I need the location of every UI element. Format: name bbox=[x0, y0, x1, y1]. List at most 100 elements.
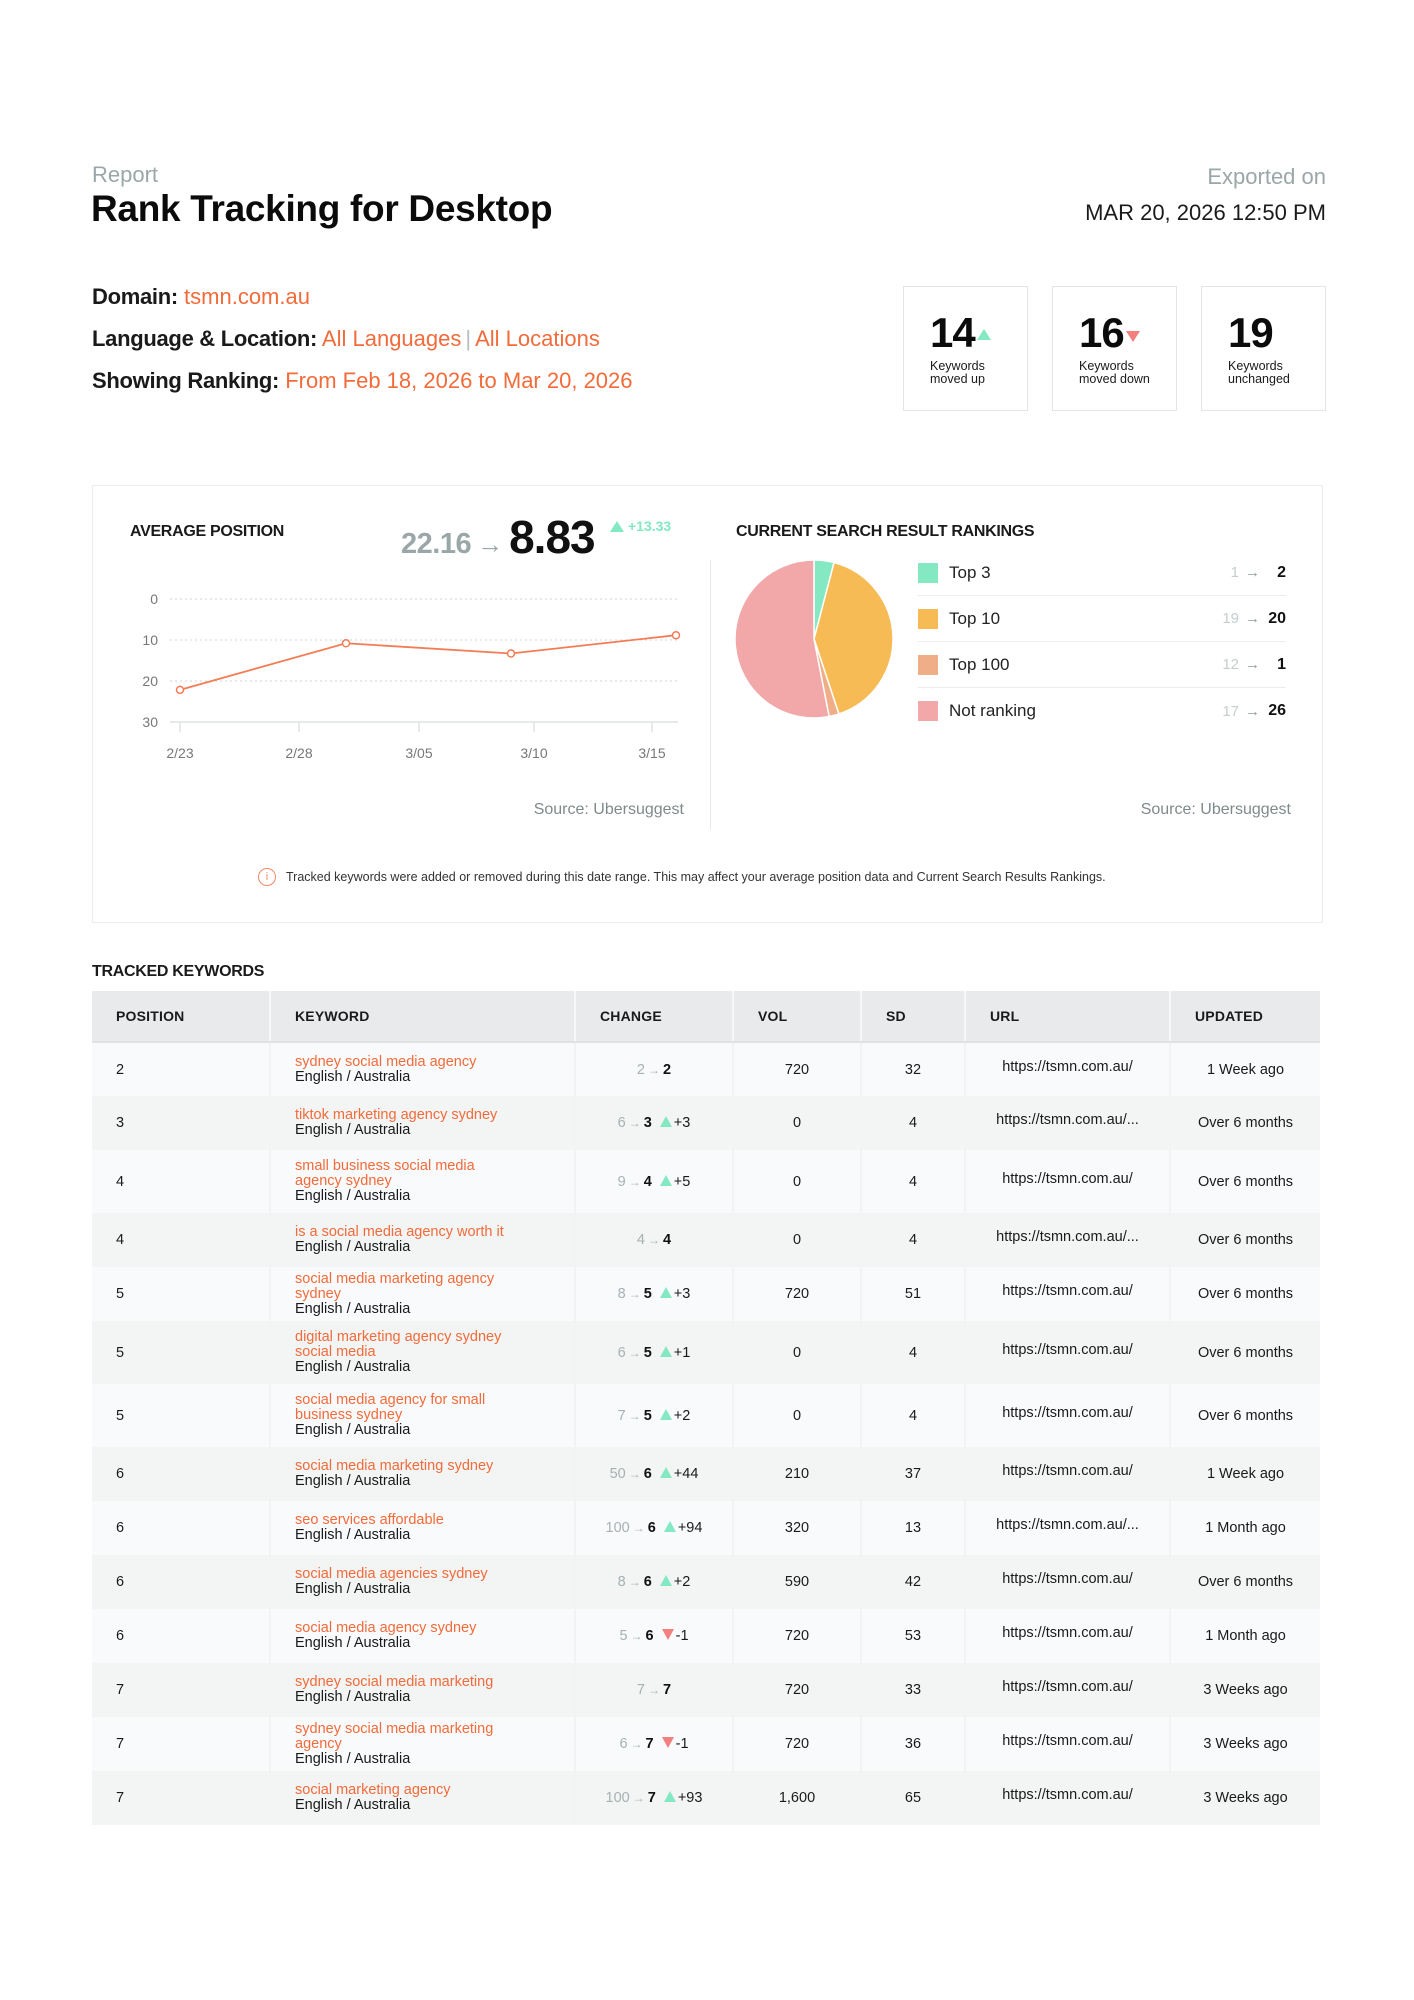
arrow-right-icon: → bbox=[1245, 564, 1260, 581]
table-row[interactable]: 6 seo services affordable English / Austra… bbox=[92, 1501, 1320, 1555]
table-row[interactable]: 7 sydney social media marketing English / … bbox=[92, 1663, 1320, 1717]
position-cell: 5 bbox=[92, 1267, 271, 1321]
vol-cell: 210 bbox=[733, 1447, 862, 1501]
panel-divider bbox=[710, 560, 711, 830]
data-point bbox=[506, 649, 516, 658]
triangle-up-icon bbox=[659, 1345, 672, 1357]
url-link[interactable]: https://tsmn.com.au/... bbox=[996, 1112, 1139, 1128]
url-cell: https://tsmn.com.au/ bbox=[965, 1267, 1171, 1321]
table-row[interactable]: 2 sydney social media agency English / Aus… bbox=[92, 1042, 1320, 1096]
url-link[interactable]: https://tsmn.com.au/ bbox=[1002, 1571, 1133, 1587]
keyword-link[interactable]: sydney social media marketing bbox=[295, 1674, 494, 1690]
table-row[interactable]: 7 social marketing agency English / Austra… bbox=[92, 1771, 1320, 1825]
rankings-source: Source: Ubersuggest bbox=[1140, 801, 1291, 818]
url-link[interactable]: https://tsmn.com.au/ bbox=[1002, 1679, 1133, 1695]
keyword-link[interactable]: is a social media agency worth it bbox=[295, 1224, 504, 1240]
table-row[interactable]: 4 small business social media agency sydn… bbox=[92, 1150, 1320, 1213]
vol-cell: 590 bbox=[733, 1555, 862, 1609]
keyword-location: English / Australia bbox=[295, 1635, 411, 1651]
position-cell: 6 bbox=[92, 1609, 271, 1663]
keyword-link[interactable]: social marketing agency bbox=[295, 1782, 451, 1798]
keyword-location: English / Australia bbox=[295, 1359, 411, 1375]
x-tick-label: 2/23 bbox=[166, 745, 193, 761]
table-row[interactable]: 5 digital marketing agency sydney social … bbox=[92, 1321, 1320, 1384]
change-new: 6 bbox=[645, 1628, 654, 1644]
url-link[interactable]: https://tsmn.com.au/ bbox=[1002, 1283, 1133, 1299]
url-link[interactable]: https://tsmn.com.au/ bbox=[1002, 1787, 1133, 1803]
stat-value: 14 bbox=[930, 309, 976, 356]
position-cell: 7 bbox=[92, 1771, 271, 1825]
updated-cell: Over 6 months bbox=[1170, 1096, 1320, 1150]
arrow-right-icon: → bbox=[477, 529, 504, 559]
col-updated[interactable]: UPDATED bbox=[1170, 991, 1320, 1043]
keyword-link[interactable]: social media marketing sydney bbox=[295, 1458, 494, 1474]
url-link[interactable]: https://tsmn.com.au/ bbox=[1002, 1058, 1133, 1075]
table-row[interactable]: 5 social media marketing agency sydney Eng… bbox=[92, 1267, 1320, 1321]
col-vol[interactable]: VOL bbox=[733, 991, 862, 1043]
sd-cell: 37 bbox=[861, 1447, 966, 1501]
url-link[interactable]: https://tsmn.com.au/... bbox=[996, 1229, 1139, 1245]
updated-cell: 1 Week ago bbox=[1170, 1447, 1320, 1501]
url-link[interactable]: https://tsmn.com.au/ bbox=[1002, 1404, 1133, 1421]
keyword-link[interactable]: social media marketing agency sydney bbox=[295, 1270, 495, 1302]
table-row[interactable]: 6 social media agency sydney English / Aus… bbox=[92, 1609, 1320, 1663]
url-link[interactable]: https://tsmn.com.au/ bbox=[1002, 1463, 1133, 1479]
url-link[interactable]: https://tsmn.com.au/ bbox=[1002, 1170, 1133, 1187]
info-icon: i bbox=[258, 868, 276, 886]
updated-cell: 3 Weeks ago bbox=[1170, 1663, 1320, 1717]
updated-cell: Over 6 months bbox=[1170, 1384, 1320, 1447]
keyword-cell: sydney social media marketing English / A… bbox=[270, 1663, 576, 1717]
keyword-link[interactable]: digital marketing agency sydney social m… bbox=[295, 1329, 502, 1360]
legend-row: Top 100 12 → 1 bbox=[918, 642, 1286, 688]
position-cell: 7 bbox=[92, 1663, 271, 1717]
change-new: 6 bbox=[643, 1574, 652, 1590]
ranking-label: Showing Ranking: bbox=[92, 368, 280, 393]
sd-cell: 51 bbox=[861, 1267, 966, 1321]
updated-cell: Over 6 months bbox=[1170, 1213, 1320, 1267]
updated-cell: 1 Month ago bbox=[1170, 1501, 1320, 1555]
keyword-link[interactable]: seo services affordable bbox=[295, 1512, 444, 1528]
change-delta: +94 bbox=[677, 1520, 703, 1536]
col-position[interactable]: POSITION bbox=[92, 991, 271, 1043]
keyword-link[interactable]: social media agencies sydney bbox=[295, 1566, 488, 1582]
data-point bbox=[341, 639, 351, 648]
keyword-link[interactable]: social media agency for small business s… bbox=[295, 1392, 486, 1423]
legend-swatch bbox=[918, 701, 938, 721]
exported-date: MAR 20, 2026 12:50 PM bbox=[1085, 200, 1326, 225]
table-row[interactable]: 3 tiktok marketing agency sydney English /… bbox=[92, 1096, 1320, 1150]
keyword-link[interactable]: sydney social media agency bbox=[295, 1053, 477, 1070]
url-link[interactable]: https://tsmn.com.au/ bbox=[1002, 1341, 1133, 1358]
updated-cell: Over 6 months bbox=[1170, 1267, 1320, 1321]
vol-cell: 0 bbox=[733, 1384, 862, 1447]
url-link[interactable]: https://tsmn.com.au/... bbox=[996, 1517, 1139, 1533]
col-change[interactable]: CHANGE bbox=[575, 991, 734, 1043]
legend-label: Top 100 bbox=[949, 654, 1010, 674]
keyword-location: English / Australia bbox=[295, 1581, 411, 1597]
position-cell: 4 bbox=[92, 1213, 271, 1267]
legend-new-value: 2 bbox=[1277, 563, 1286, 581]
col-sd[interactable]: SD bbox=[861, 991, 966, 1043]
keyword-link[interactable]: sydney social media marketing agency bbox=[295, 1720, 494, 1752]
keyword-link[interactable]: small business social media agency sydne… bbox=[295, 1158, 475, 1189]
triangle-up-icon bbox=[659, 1287, 672, 1298]
table-row[interactable]: 6 social media agencies sydney English / A… bbox=[92, 1555, 1320, 1609]
ranking-value: From Feb 18, 2026 to Mar 20, 2026 bbox=[285, 368, 633, 393]
keyword-cell: social marketing agency English / Austral… bbox=[270, 1771, 576, 1825]
keyword-link[interactable]: tiktok marketing agency sydney bbox=[295, 1107, 498, 1123]
url-link[interactable]: https://tsmn.com.au/ bbox=[1002, 1733, 1133, 1749]
table-row[interactable]: 5 social media agency for small business … bbox=[92, 1384, 1320, 1447]
table-row[interactable]: 7 sydney social media marketing agency Eng… bbox=[92, 1717, 1320, 1771]
col-url[interactable]: URL bbox=[965, 991, 1171, 1043]
col-keyword[interactable]: KEYWORD bbox=[270, 991, 576, 1043]
legend-new-value: 20 bbox=[1268, 609, 1286, 627]
sd-cell: 65 bbox=[861, 1771, 966, 1825]
url-link[interactable]: https://tsmn.com.au/ bbox=[1002, 1625, 1133, 1641]
keyword-location: English / Australia bbox=[295, 1188, 411, 1204]
sd-cell: 32 bbox=[861, 1042, 966, 1096]
url-cell: https://tsmn.com.au/... bbox=[965, 1501, 1171, 1555]
table-row[interactable]: 4 is a social media agency worth it Englis… bbox=[92, 1213, 1320, 1267]
keyword-link[interactable]: social media agency sydney bbox=[295, 1620, 477, 1636]
keyword-cell: small business social media agency sydne… bbox=[270, 1150, 576, 1213]
position-cell: 6 bbox=[92, 1501, 271, 1555]
table-row[interactable]: 6 social media marketing sydney English / … bbox=[92, 1447, 1320, 1501]
